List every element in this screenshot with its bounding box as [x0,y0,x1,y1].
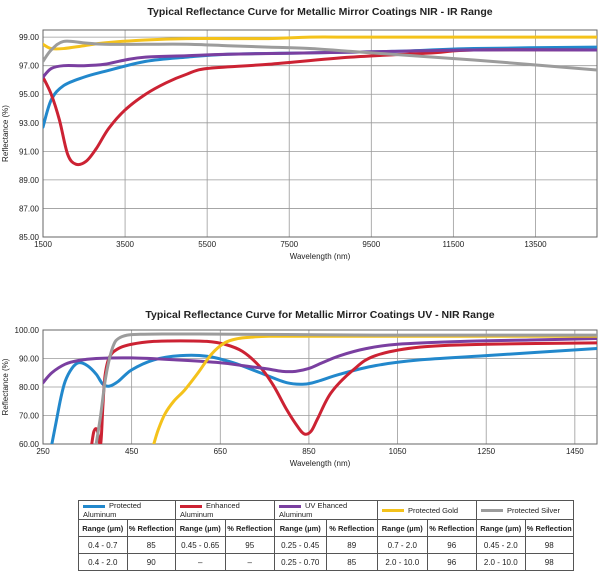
y-tick-label: 99.00 [19,33,40,42]
reflection-cell: 89 [325,536,378,554]
series-line-uv-ehanced-aluminum [43,48,597,79]
chart-title: Typical Reflectance Curve for Metallic M… [147,6,492,18]
x-tick-label: 1450 [566,447,584,456]
legend-entry-protected-aluminum: Protected Aluminum [78,500,176,520]
x-tick-label: 9500 [362,240,380,249]
chart-2: Typical Reflectance Curve for Metallic M… [1,309,598,468]
legend-entry-enhanced-aluminum: Enhanced Aluminum [175,500,275,520]
range-cell: 0.7 - 2.0 [377,536,428,554]
series-group [43,35,597,167]
range-header: Range (µm) [476,519,526,537]
y-tick-label: 91.00 [19,147,40,156]
range-cell: – [175,553,226,571]
range-header: Range (µm) [175,519,226,537]
coating-legend-table: Protected Aluminum Enhanced Aluminum UV … [78,500,574,571]
chart-title: Typical Reflectance Curve for Metallic M… [145,309,494,321]
protected-gold-swatch [382,509,404,513]
series-group [43,332,597,444]
reflection-header: % Reflection [524,519,574,537]
x-tick-label: 1500 [34,240,52,249]
reflection-cell: 85 [126,536,176,554]
y-tick-label: 100.00 [15,326,40,335]
reflection-header: % Reflection [426,519,477,537]
x-tick-label: 1050 [389,447,407,456]
y-tick-label: 85.00 [19,233,40,242]
x-tick-label: 250 [36,447,50,456]
x-tick-label: 650 [214,447,228,456]
y-tick-label: 87.00 [19,204,40,213]
x-tick-label: 11500 [443,240,465,249]
reflection-cell: 90 [126,553,176,571]
range-cell: 0.45 - 2.0 [476,536,526,554]
range-cell: 0.25 - 0.70 [274,553,327,571]
uv-enhanced-aluminum-swatch [279,504,301,508]
legend-name-row: Protected Aluminum Enhanced Aluminum UV … [78,500,574,520]
x-tick-label: 7500 [280,240,298,249]
x-tick-label: 3500 [116,240,134,249]
reflection-cell: 95 [224,536,275,554]
series-line-protected-silver [94,332,597,444]
reflection-cell: 96 [426,536,477,554]
y-tick-label: 60.00 [19,440,40,449]
y-tick-label: 95.00 [19,90,40,99]
reflection-header: % Reflection [325,519,378,537]
series-line-uv-ehanced-aluminum [43,337,597,385]
range-cell: 0.4 - 2.0 [78,553,128,571]
legend-entry-uv-enhanced-aluminum: UV Ehanced Aluminum [274,500,378,520]
x-tick-label: 13500 [524,240,547,249]
range-cell: 0.4 - 0.7 [78,536,128,554]
reflection-cell: 96 [426,553,477,571]
x-tick-label: 5500 [198,240,216,249]
range-header: Range (µm) [377,519,428,537]
range-cell: 2.0 - 10.0 [377,553,428,571]
x-axis-label: Wavelength (nm) [290,252,351,261]
plot-frame [42,329,598,445]
legend-data-row: 0.4 - 2.0 90 – – 0.25 - 0.70 85 2.0 - 10… [78,553,574,571]
range-header: Range (µm) [78,519,128,537]
x-tick-label: 450 [125,447,139,456]
series-line-protected-gold [43,35,597,51]
y-tick-label: 93.00 [19,119,40,128]
chart-1: Typical Reflectance Curve for Metallic M… [1,6,598,261]
reflection-header: % Reflection [126,519,176,537]
protected-aluminum-swatch [83,504,105,508]
y-tick-label: 80.00 [19,383,40,392]
legend-header-row: Range (µm) % Reflection Range (µm) % Ref… [78,519,574,537]
x-axis-label: Wavelength (nm) [290,459,351,468]
range-cell: 0.45 - 0.65 [175,536,226,554]
y-tick-label: 97.00 [19,62,40,71]
y-tick-label: 70.00 [19,412,40,421]
reflection-cell: – [224,553,275,571]
reflection-cell: 85 [325,553,378,571]
legend-data-row: 0.4 - 0.7 85 0.45 - 0.65 95 0.25 - 0.45 … [78,536,574,554]
protected-silver-swatch [481,509,503,513]
plot-frame [42,29,598,238]
x-tick-label: 1250 [477,447,495,456]
legend-entry-protected-silver: Protected Silver [476,500,574,520]
reflection-cell: 98 [524,553,574,571]
range-header: Range (µm) [274,519,327,537]
range-cell: 0.25 - 0.45 [274,536,327,554]
enhanced-aluminum-swatch [180,504,202,508]
x-tick-label: 850 [302,447,316,456]
y-axis-label: Reflectance (%) [1,358,10,415]
reflection-header: % Reflection [224,519,275,537]
legend-entry-protected-gold: Protected Gold [377,500,477,520]
y-axis-label: Reflectance (%) [1,105,10,162]
reflectance-charts: Typical Reflectance Curve for Metallic M… [1,6,598,468]
series-line-protected-silver [43,39,597,72]
y-tick-label: 89.00 [19,176,40,185]
reflection-cell: 98 [524,536,574,554]
range-cell: 2.0 - 10.0 [476,553,526,571]
y-tick-label: 90.00 [19,355,40,364]
